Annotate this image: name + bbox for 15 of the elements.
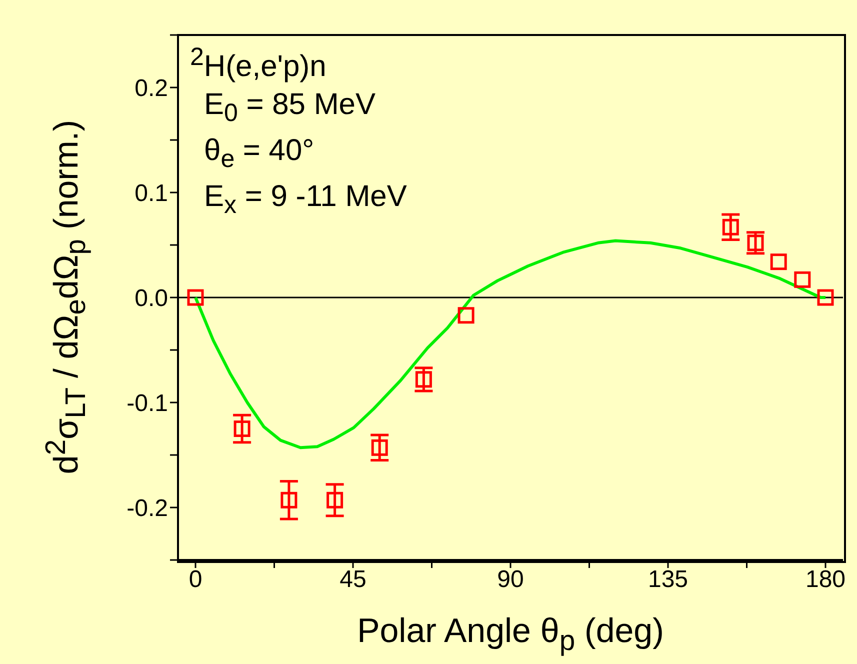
- y-tick-label: -0.2: [126, 495, 168, 522]
- annotation: θ$_{e}$ = 40°: [203, 133, 316, 175]
- annotation: $^{2}$H(e,e'p)n: [190, 42, 328, 85]
- x-axis-title: Polar Angle θ$_{p}$ (deg): [356, 612, 665, 658]
- y-tick-label: 0.2: [134, 75, 168, 102]
- annotation: E$_{0}$ = 85 MeV: [203, 87, 376, 129]
- x-tick-label: 90: [497, 566, 524, 594]
- x-tick-label: 0: [188, 566, 202, 594]
- y-tick-label: 0.0: [134, 285, 168, 312]
- annotation: E$_{x}$ = 9 -11 MeV: [203, 179, 407, 221]
- y-tick-label: -0.1: [126, 390, 168, 418]
- x-tick-label: 45: [340, 566, 366, 594]
- x-tick-label: 135: [648, 566, 688, 594]
- y-tick-label: 0.1: [134, 180, 168, 208]
- x-tick-label: 180: [805, 566, 846, 594]
